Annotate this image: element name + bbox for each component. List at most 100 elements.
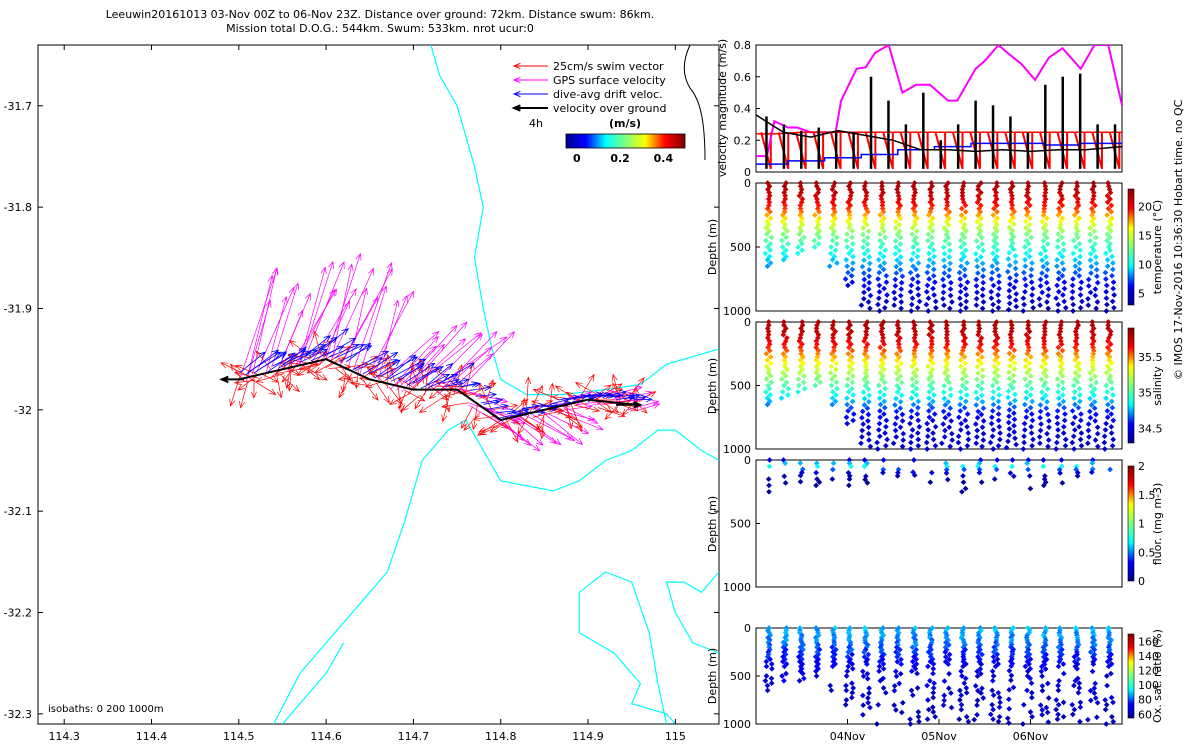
profile-point [781,677,787,684]
profile-point [962,272,968,279]
profile-point [910,196,917,202]
profile-point [912,328,919,335]
legend-arrow [512,62,548,70]
map-panel: 114.3 114.4 114.5 114.6 114.7 114.8 114.9 115-3… [4,44,720,743]
profile-point [867,305,873,312]
profile-point [881,304,888,311]
profile-point [897,241,904,247]
profile-point [859,692,866,699]
swim-sawtooth [1108,132,1121,170]
profile-point [946,651,953,658]
profile-point [1107,466,1113,473]
profile-point [1038,421,1044,427]
profile-point [1023,250,1030,257]
profile-point [878,363,884,370]
profile-point [875,256,882,263]
profile-point [890,440,897,447]
swim-vector [517,414,530,435]
profile-point [763,350,770,357]
profile-point [915,404,921,411]
profile-point [893,414,900,421]
drift-vector [352,350,390,370]
profile-point [1041,205,1048,212]
swim-vector [520,397,527,417]
profile-point [930,436,937,443]
isobath-line [665,571,719,654]
profile-point [1055,276,1062,282]
profile-point [994,656,1001,663]
drift-vector [398,362,426,382]
profile-point [859,414,865,421]
profile-point [972,250,979,257]
profile-point [938,440,945,447]
profile-point [925,308,932,314]
profile-point [767,215,774,222]
profile-point [947,247,953,254]
profile-point [958,701,965,708]
profile-point [1062,411,1068,417]
drift-vector [420,373,451,389]
profile-point [973,295,980,302]
profile-point [929,228,936,234]
profile-point [940,276,946,283]
profile-point [1037,276,1044,283]
profile-point [1010,372,1017,379]
profile-point [768,234,775,241]
profile-point [959,189,966,196]
profile-point [1077,417,1084,424]
profile-point [975,212,981,219]
profile-plot-area [755,321,1123,450]
profile-point [767,392,774,398]
profile-point [988,295,995,302]
profile-point [942,238,949,244]
swim-sawtooth [795,132,807,170]
profile-point [958,350,965,357]
profile-point [926,395,932,402]
legend-entry: velocity over ground [553,102,666,115]
swim-vector [376,383,390,404]
profile-point [880,661,887,667]
swim-vector [234,379,256,386]
profile-point [1058,218,1064,225]
profile-point [768,360,774,367]
colorbar-label: temperature (°C) [1151,200,1164,294]
profile-point [1076,392,1083,398]
depth-tick-label: 0 [744,177,751,190]
profile-point [929,328,936,335]
drift-vector [354,357,384,372]
profile-point [862,382,869,389]
profile-point [796,192,803,199]
profile-point [767,240,774,247]
profile-point [894,357,900,364]
profile-point [916,298,923,305]
profile-point [1104,301,1110,308]
profile-point [1030,436,1036,443]
profile-point [994,260,1000,266]
colorbar-tick-label: 80 [1138,694,1152,707]
profile-point [861,649,867,655]
profile-point [864,460,870,467]
profile-point [1045,443,1051,450]
profile-point [812,382,819,389]
profile-point [1054,420,1061,427]
profile-point [1069,439,1076,446]
profile-point [849,366,855,373]
profile-point [913,392,920,398]
swim-vector [286,364,293,392]
drift-vector [239,351,266,374]
profile-point [811,244,818,250]
profile-point [829,466,836,473]
profile-point [1104,212,1110,218]
profile-point [943,205,950,212]
profile-point [913,656,920,663]
profile-point [1011,416,1018,423]
profile-point [925,663,931,670]
profile-point [1022,276,1028,282]
profile-point [942,649,949,655]
profile-point [977,254,984,260]
profile-point [930,665,937,672]
swim-sawtooth [934,132,947,170]
profile-point [908,308,915,314]
profile-point [1042,360,1049,367]
gps-vector [411,321,468,386]
